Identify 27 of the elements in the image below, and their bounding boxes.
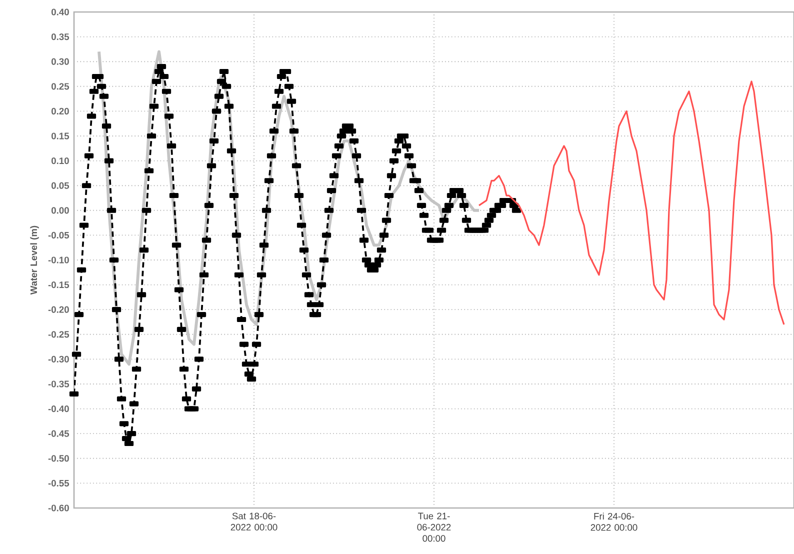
y-tick-label: -0.05 <box>48 232 70 238</box>
y-tick-label: -0.10 <box>48 256 69 264</box>
x-tick-label: Sat 18-06-2022 00:00 <box>230 512 278 530</box>
y-tick-label: -0.20 <box>48 306 69 313</box>
y-tick-label: -0.15 <box>48 282 70 288</box>
y-tick-label: 0.05 <box>52 182 70 189</box>
y-tick-label: -0.30 <box>48 356 69 362</box>
y-tick-label: -0.50 <box>48 455 69 462</box>
y-tick-label: 0.35 <box>52 34 70 40</box>
y-tick-label: 0.40 <box>52 8 69 16</box>
y-tick-label: 0.10 <box>52 158 69 164</box>
y-tick-label: 0.20 <box>52 108 69 114</box>
x-tick-label: Fri 24-06-2022 00:00 <box>590 512 638 531</box>
line-series <box>478 80 785 326</box>
y-tick-label: 0.25 <box>52 83 70 90</box>
y-axis-title: Water Level (m) <box>30 226 39 295</box>
y-tick-label: 0.15 <box>52 132 70 140</box>
line-series <box>98 50 480 366</box>
y-tick-label: -0.40 <box>48 406 69 412</box>
y-tick-label: -0.60 <box>48 504 69 512</box>
y-tick-label: -0.45 <box>48 430 70 437</box>
y-tick-label: -0.25 <box>48 331 70 338</box>
y-tick-label: 0.00 <box>52 207 69 214</box>
y-tick-label: -0.55 <box>48 480 70 486</box>
x-tick-label: Tue 21-06-2022 00:00 <box>417 512 451 542</box>
y-tick-label: -0.35 <box>48 380 70 388</box>
y-tick-label: 0.30 <box>52 58 69 65</box>
